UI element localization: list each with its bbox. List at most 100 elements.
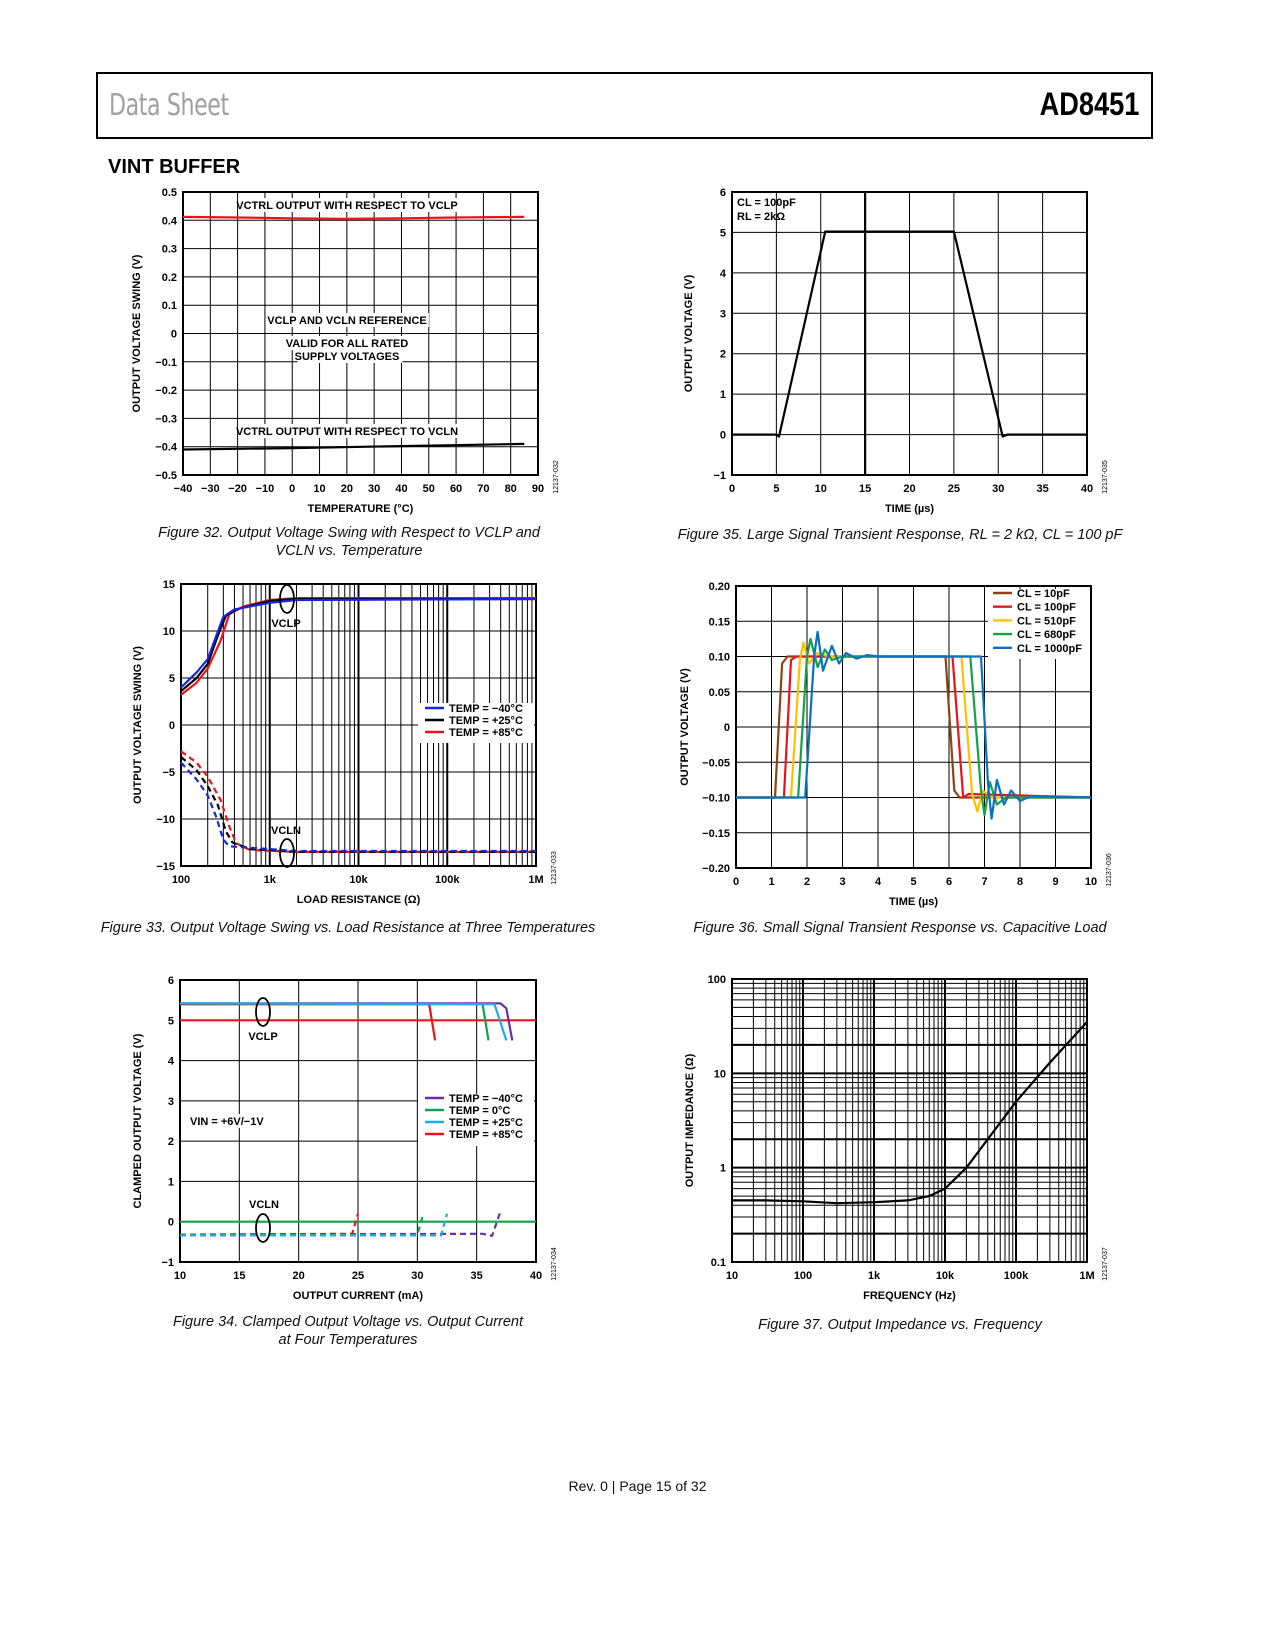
y-axis-label: OUTPUT VOLTAGE SWING (V) — [131, 254, 143, 412]
figure-id: 12137-033 — [551, 851, 558, 885]
annotation-text: VCTRL OUTPUT WITH RESPECT TO VCLP — [236, 200, 457, 212]
x-axis-label: TEMPERATURE (°C) — [308, 503, 414, 515]
y-tick-label: 100 — [708, 974, 726, 986]
x-tick-label: 40 — [1081, 483, 1093, 495]
figure-36-caption: Figure 36. Small Signal Transient Respon… — [693, 920, 1107, 936]
y-axis-label: CLAMPED OUTPUT VOLTAGE (V) — [132, 1033, 144, 1208]
y-tick-label: 2 — [720, 349, 726, 361]
x-tick-label: 4 — [875, 876, 882, 888]
chart-37: 10 100 1k 10k 100k 1M 100 10 1 0.1 FREQUENCY (Hz) O… — [684, 974, 1109, 1302]
legend-bg — [418, 1094, 534, 1146]
y-tick-label: 6 — [720, 187, 726, 199]
y-tick-label: −10 — [156, 814, 175, 826]
y-axis-label: OUTPUT VOLTAGE SWING (V) — [132, 646, 144, 804]
x-tick-label: 5 — [910, 876, 916, 888]
annotation-text: RL = 2kΩ — [737, 211, 785, 223]
legend-label: TEMP = 0°C — [449, 1105, 510, 1117]
x-tick-label: −40 — [174, 483, 193, 495]
x-tick-label: −10 — [256, 483, 275, 495]
annotation-text: SUPPLY VOLTAGES — [295, 351, 400, 363]
y-tick-label: −1 — [713, 470, 726, 482]
figure-id: 12137-034 — [551, 1247, 558, 1281]
y-tick-label: 0.1 — [162, 300, 177, 312]
x-tick-label: 0 — [733, 876, 739, 888]
series-line-4 — [736, 630, 1092, 820]
grid — [731, 979, 1087, 1263]
x-tick-label: 1 — [768, 876, 774, 888]
figure-id: 12137-032 — [553, 460, 560, 494]
series-group-ellipse — [279, 584, 295, 614]
chart-36: 0 1 2 3 4 5 6 7 8 9 10 0.20 0.15 0.10 0.05 0 −0.05 −0.10 −… — [679, 581, 1113, 908]
x-tick-label: 15 — [859, 483, 871, 495]
y-tick-label: 0 — [720, 430, 726, 442]
x-tick-label: 15 — [233, 1270, 245, 1282]
y-tick-label: −0.4 — [155, 442, 178, 454]
series-group-ellipse — [255, 1213, 271, 1243]
x-tick-label: −20 — [228, 483, 247, 495]
x-tick-label: 30 — [368, 483, 380, 495]
x-tick-label: 1M — [528, 874, 543, 886]
y-tick-label: 0.5 — [162, 187, 177, 199]
page-header: Data Sheet AD8451 — [96, 72, 1153, 139]
x-tick-label: 30 — [992, 483, 1004, 495]
section-title: VINT BUFFER — [108, 156, 241, 178]
x-axis-label: LOAD RESISTANCE (Ω) — [297, 894, 421, 906]
x-tick-label: 40 — [530, 1270, 542, 1282]
y-tick-label: 0.1 — [711, 1257, 726, 1269]
x-tick-label: 50 — [423, 483, 435, 495]
x-axis-label: TIME (µs) — [885, 503, 934, 515]
legend-label: TEMP = +25°C — [449, 715, 523, 727]
annotation-bg — [238, 198, 462, 212]
y-tick-label: 1 — [720, 1163, 726, 1175]
annotation-text: VCLN — [249, 1199, 279, 1211]
x-tick-label: 20 — [293, 1270, 305, 1282]
x-tick-label: 25 — [948, 483, 960, 495]
annotation-bg — [249, 1029, 283, 1043]
chart-33: 100 1k 10k 100k 1M 15 10 5 0 −5 −10 −15 LOAD RESISTA… — [132, 579, 558, 906]
x-tick-label: 70 — [477, 483, 489, 495]
x-tick-label: 40 — [395, 483, 407, 495]
y-tick-label: 5 — [169, 673, 175, 685]
y-tick-label: 0 — [724, 722, 730, 734]
series-line-0 — [182, 215, 525, 220]
annotation-text: VCLP AND VCLN REFERENCE — [267, 315, 427, 327]
annotation-bg — [284, 336, 416, 350]
series-line-3 — [180, 750, 536, 854]
x-tick-label: 1M — [1079, 1270, 1094, 1282]
series-line-2 — [180, 1002, 514, 1041]
x-tick-label: 100k — [435, 874, 460, 886]
legend-label: TEMP = −40°C — [449, 703, 523, 715]
x-tick-label: 25 — [352, 1270, 364, 1282]
x-axis-label: TIME (µs) — [889, 896, 938, 908]
annotation-text: VALID FOR ALL RATED — [286, 338, 408, 350]
plot-frame — [735, 585, 1092, 869]
annotation-bg — [271, 313, 429, 327]
series-group-ellipse — [279, 838, 295, 868]
legend-label: CL = 680pF — [1017, 629, 1076, 641]
y-tick-label: 3 — [168, 1096, 174, 1108]
figure-id: 12137-035 — [1102, 460, 1109, 494]
page-footer: Rev. 0 | Page 15 of 32 — [568, 1478, 707, 1494]
legend-label: CL = 1000pF — [1017, 643, 1082, 655]
x-tick-label: 2 — [804, 876, 810, 888]
plot-frame — [731, 978, 1088, 1263]
series-line-0 — [732, 230, 1087, 438]
y-tick-label: 0.15 — [709, 616, 730, 628]
figure-34-caption: Figure 34. Clamped Output Voltage vs. Ou… — [172, 1314, 524, 1348]
x-tick-label: 10 — [726, 1270, 738, 1282]
annotation-text: CL = 100pF — [737, 197, 796, 209]
y-tick-label: 1 — [168, 1176, 174, 1188]
y-tick-label: 10 — [714, 1068, 726, 1080]
figure-35-caption: Figure 35. Large Signal Transient Respon… — [677, 527, 1123, 543]
annotation-bg — [238, 424, 462, 438]
series-line-3 — [180, 1003, 490, 1041]
plot-frame — [179, 979, 537, 1263]
y-tick-label: 5 — [168, 1015, 174, 1027]
series-line-0 — [732, 1021, 1088, 1205]
series-line-7 — [179, 1213, 360, 1236]
x-tick-label: 100k — [1004, 1270, 1029, 1282]
y-tick-label: 0.4 — [162, 215, 178, 227]
legend-label: TEMP = +85°C — [449, 1129, 523, 1141]
part-number: AD8451 — [1039, 86, 1139, 122]
